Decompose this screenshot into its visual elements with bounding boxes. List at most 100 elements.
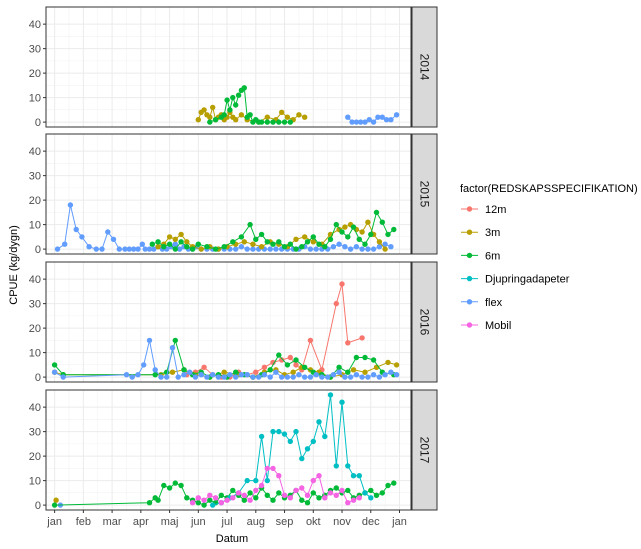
data-point (158, 374, 164, 380)
data-point (218, 492, 224, 498)
y-tick-label: 30 (29, 299, 41, 311)
y-tick-label: 20 (29, 195, 41, 207)
data-point (207, 492, 213, 498)
data-point (264, 465, 270, 472)
data-point (345, 369, 351, 375)
data-point (385, 359, 391, 366)
data-point (293, 236, 299, 242)
y-tick-label: 40 (29, 146, 41, 158)
data-point (391, 480, 397, 486)
panel-border (45, 261, 412, 383)
x-tick-label: sep (276, 516, 294, 528)
legend-entry-label: flex (485, 297, 503, 309)
data-point (230, 239, 236, 245)
data-point (204, 374, 210, 380)
legend-entry-12m: 12m (461, 204, 506, 216)
y-tick-label: 0 (35, 500, 41, 512)
data-point (330, 372, 337, 378)
data-point (310, 477, 316, 484)
series-3m-2017 (53, 497, 59, 503)
data-point (347, 374, 354, 380)
data-point (210, 502, 216, 508)
data-point (155, 244, 161, 250)
data-point (302, 374, 308, 380)
data-point (279, 109, 285, 116)
data-point (253, 495, 259, 501)
x-tick-label: mar (103, 516, 122, 528)
data-point (273, 246, 279, 252)
data-point (161, 482, 167, 489)
data-point (362, 354, 368, 361)
data-point (347, 246, 354, 252)
data-point (322, 433, 328, 440)
data-point (141, 362, 147, 368)
data-point (304, 500, 311, 506)
data-point (221, 112, 227, 118)
data-point (284, 114, 291, 120)
y-tick-label: 10 (29, 220, 41, 232)
data-point (201, 502, 207, 508)
data-point (358, 119, 364, 125)
data-point (302, 364, 308, 370)
data-point (201, 497, 207, 503)
data-point (307, 337, 314, 344)
data-point (146, 246, 153, 252)
data-point (142, 246, 148, 252)
series-line (152, 211, 395, 250)
data-point (362, 490, 368, 496)
data-point (207, 114, 213, 120)
data-point (353, 372, 360, 378)
y-tick-label: 40 (29, 402, 41, 414)
data-point (218, 500, 224, 506)
data-point (333, 463, 339, 469)
y-tick-label: 10 (29, 93, 41, 105)
data-point (247, 221, 253, 228)
data-point (362, 119, 368, 125)
x-tick-label: feb (76, 516, 91, 528)
data-point (189, 500, 196, 506)
data-point (345, 463, 351, 469)
data-point (178, 239, 184, 245)
data-point (184, 495, 190, 501)
data-point (86, 244, 92, 250)
data-point (129, 374, 135, 380)
data-point (261, 364, 268, 370)
data-point (264, 477, 270, 484)
data-point (345, 114, 351, 120)
data-point (195, 241, 201, 247)
data-point (276, 490, 282, 496)
data-point (189, 246, 196, 252)
data-point (139, 241, 145, 247)
legend-key-point (466, 229, 473, 235)
data-point (304, 446, 311, 452)
data-point (304, 492, 311, 498)
data-point (365, 374, 371, 380)
panel-background (46, 262, 411, 382)
series-line (209, 86, 291, 123)
data-point (73, 226, 79, 233)
legend-key-point (466, 275, 473, 282)
data-point (370, 246, 377, 252)
data-point (247, 497, 253, 503)
x-tick-label: jun (190, 516, 206, 528)
data-point (287, 354, 293, 361)
series-flex-2014 (345, 112, 400, 125)
data-point (284, 374, 291, 380)
data-point (359, 246, 365, 252)
data-point (198, 246, 204, 252)
data-point (393, 362, 400, 368)
panel-border (45, 6, 412, 128)
data-point (296, 372, 302, 378)
data-point (379, 219, 385, 225)
data-point (155, 497, 161, 503)
data-point (161, 244, 167, 250)
data-point (212, 495, 219, 501)
legend-entry-label: Djupringadapeter (485, 274, 570, 286)
data-point (293, 362, 299, 368)
legend-key-point (466, 322, 473, 328)
data-point (247, 490, 253, 496)
data-point (178, 231, 184, 238)
data-point (221, 369, 227, 375)
data-point (264, 119, 270, 125)
data-point (333, 221, 339, 228)
